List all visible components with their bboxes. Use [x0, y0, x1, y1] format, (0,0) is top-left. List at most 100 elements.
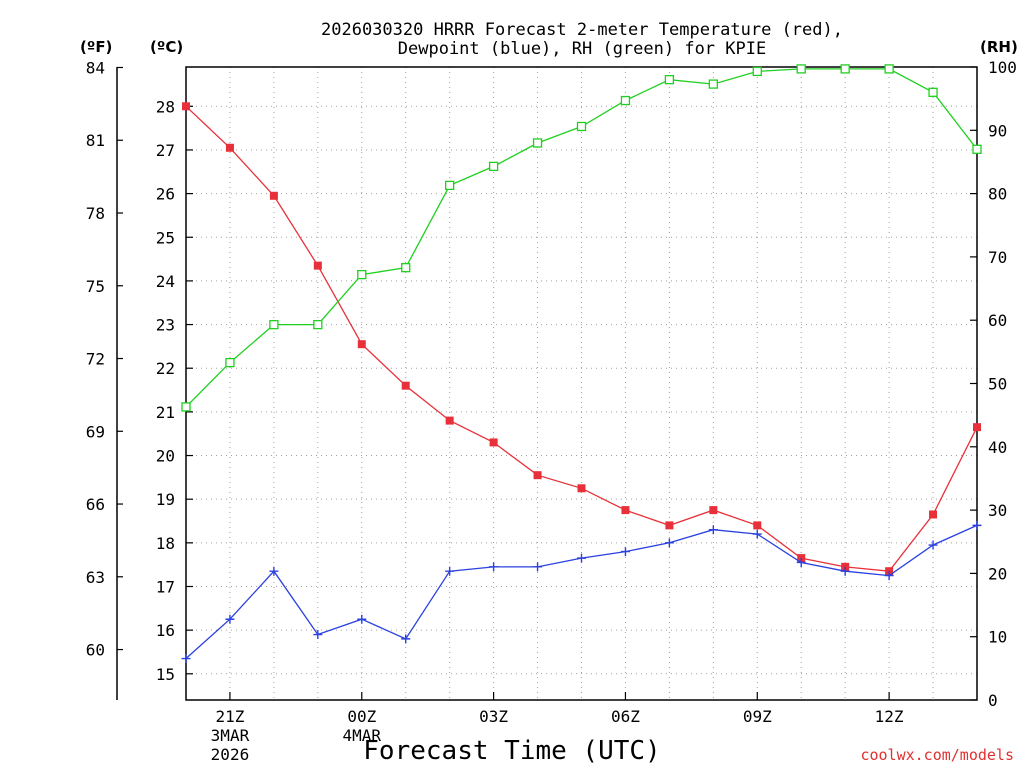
axes: 15 16 17 18 19 20 21 22 23 24 25 26 27 28 60 63 66 69 72 75… — [86, 58, 1017, 764]
dewpoint-point — [840, 566, 850, 576]
dewpoint-point — [620, 547, 630, 557]
unit-fahrenheit: (ºF) — [80, 38, 112, 56]
tick-label-x: 00Z — [347, 707, 376, 726]
rh-point — [796, 64, 806, 74]
rh-point — [445, 180, 455, 191]
rh-point — [225, 357, 235, 368]
dewpoint-point — [357, 614, 367, 624]
tick-label-c: 17 — [156, 577, 175, 596]
dewpoint-point — [664, 538, 674, 548]
rh-point — [401, 263, 411, 273]
dewpoint-point — [972, 520, 982, 530]
unit-celsius: (ºC) — [150, 38, 183, 56]
dewpoint-line — [185, 524, 978, 659]
tick-label-x: 09Z — [743, 707, 772, 726]
grid-lines — [186, 67, 977, 700]
dewpoint-point — [225, 614, 235, 624]
dewpoint-point — [533, 562, 543, 572]
temperature-point — [313, 261, 322, 270]
dewpoint-point — [269, 566, 279, 576]
temperature-point — [269, 191, 278, 200]
tick-label-rh: 30 — [988, 501, 1007, 520]
dewpoint-point — [928, 540, 938, 550]
tick-label-c: 16 — [156, 621, 175, 640]
temperature-line — [185, 105, 978, 572]
temperature-point — [225, 143, 234, 152]
rh-point — [708, 79, 718, 89]
dewpoint-point — [884, 571, 894, 581]
x-axis-label: Forecast Time (UTC) — [363, 736, 660, 766]
tick-label-f: 66 — [86, 495, 105, 514]
tick-label-x: 06Z — [611, 707, 640, 726]
tick-label-rh: 90 — [988, 121, 1007, 140]
tick-label-rh: 100 — [988, 58, 1017, 77]
temperature-point — [929, 510, 938, 519]
dewpoint-point — [708, 525, 718, 535]
dewpoint-point — [313, 630, 323, 640]
tick-label-rh: 0 — [988, 691, 998, 710]
tick-label-x-date: 3MAR — [211, 726, 250, 745]
rh-point — [972, 144, 982, 154]
rh-point — [928, 87, 938, 97]
tick-label-f: 84 — [86, 58, 105, 77]
tick-label-x: 03Z — [479, 707, 508, 726]
tick-label-f: 63 — [86, 568, 105, 587]
tick-label-f: 69 — [86, 422, 105, 441]
temperature-point — [445, 416, 454, 425]
tick-label-rh: 20 — [988, 564, 1007, 583]
rh-point — [752, 66, 762, 77]
rh-point — [884, 64, 894, 74]
temperature-point — [577, 484, 586, 493]
tick-label-c: 26 — [156, 185, 175, 204]
temperature-point — [665, 521, 674, 530]
tick-label-rh: 10 — [988, 628, 1007, 647]
rh-point — [840, 64, 850, 74]
dewpoint-point — [445, 566, 455, 576]
tick-label-c: 19 — [156, 490, 175, 509]
rh-point — [269, 319, 279, 330]
temperature-point — [533, 471, 542, 480]
temperature-point — [621, 506, 630, 515]
unit-rh: (RH) — [980, 38, 1018, 56]
rh-point — [576, 121, 587, 132]
rh-point — [488, 161, 499, 172]
tick-label-f: 60 — [86, 641, 105, 660]
rh-point — [313, 319, 323, 330]
tick-label-rh: 40 — [988, 438, 1007, 457]
tick-label-f: 72 — [86, 350, 105, 369]
dewpoint-point — [796, 557, 806, 567]
dewpoint-point — [752, 529, 762, 539]
tick-label-c: 22 — [156, 359, 175, 378]
rh-point — [181, 402, 191, 412]
tick-label-rh: 50 — [988, 375, 1007, 394]
tick-label-f: 75 — [86, 277, 105, 296]
tick-label-c: 20 — [156, 447, 175, 466]
temperature-point — [973, 423, 981, 432]
tick-label-c: 25 — [156, 228, 175, 247]
dewpoint-point — [577, 553, 586, 563]
data-series — [181, 64, 982, 664]
credit-text: coolwx.com/models — [860, 746, 1014, 764]
tick-label-f: 78 — [86, 204, 105, 223]
tick-label-c: 21 — [156, 403, 175, 422]
rh-point — [357, 269, 367, 280]
tick-label-c: 23 — [156, 316, 175, 335]
rh-point — [620, 95, 631, 106]
chart-title-line2: Dewpoint (blue), RH (green) for KPIE — [398, 39, 766, 59]
dewpoint-point — [401, 634, 411, 644]
tick-label-x-year: 2026 — [211, 745, 250, 764]
rh-point — [664, 75, 675, 85]
tick-label-c: 15 — [156, 665, 175, 684]
tick-label-x-date: 4MAR — [343, 726, 382, 745]
temperature-point — [709, 506, 718, 515]
temperature-point — [489, 438, 498, 447]
tick-label-rh: 80 — [988, 185, 1007, 204]
tick-label-c: 27 — [156, 141, 175, 160]
tick-label-x: 12Z — [875, 707, 904, 726]
chart-title-line1: 2026030320 HRRR Forecast 2-meter Tempera… — [321, 20, 843, 40]
tick-label-c: 24 — [156, 272, 175, 291]
plot-frame — [185, 66, 978, 701]
dewpoint-point — [489, 562, 499, 572]
tick-label-rh: 60 — [988, 311, 1007, 330]
